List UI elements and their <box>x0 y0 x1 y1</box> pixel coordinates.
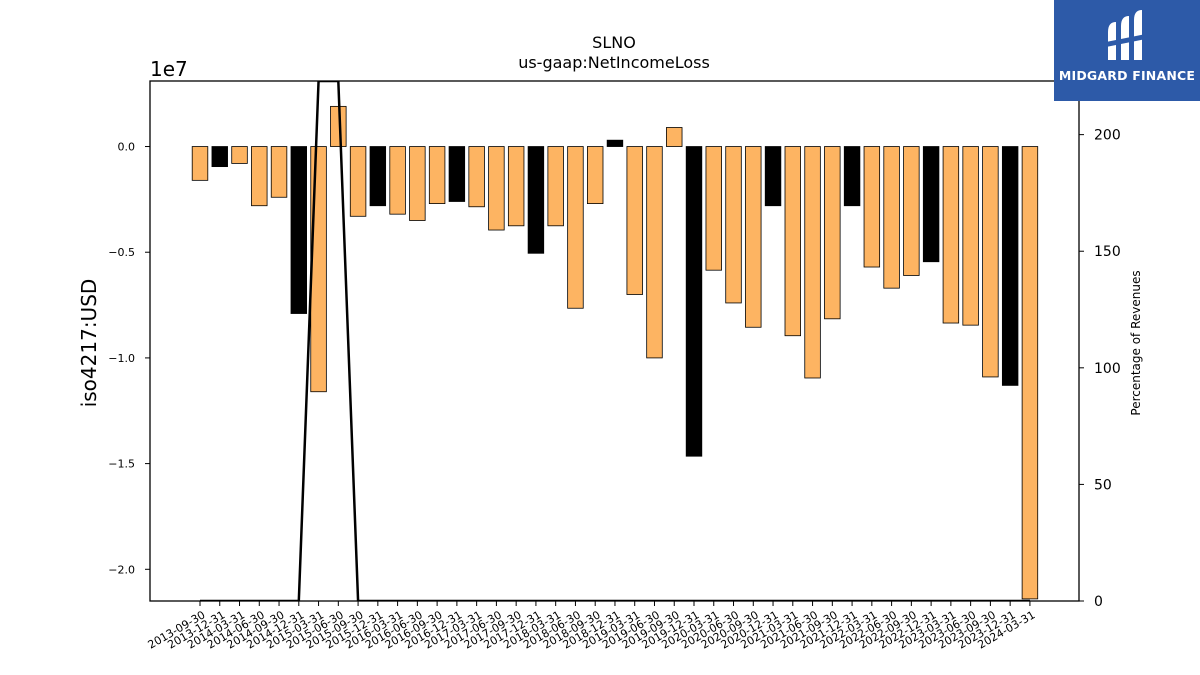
bar-2018-06-30 <box>567 146 584 309</box>
logo-mark-icon <box>1106 10 1146 60</box>
y2-axis-label: Percentage of Revenues <box>1129 270 1143 415</box>
bar-2020-12-31 <box>764 146 782 207</box>
y2-tick-label: 150 <box>1094 244 1121 260</box>
bar-2015-03-31 <box>310 146 327 393</box>
bar-2019-06-30 <box>646 146 663 359</box>
y2-tick-label: 0 <box>1094 594 1103 610</box>
bar-2022-06-30 <box>883 146 900 289</box>
bar-2018-12-31 <box>606 139 624 147</box>
y-tick-label: −1.0 <box>108 352 135 365</box>
bar-2021-12-31 <box>843 146 861 207</box>
bar-2023-03-31 <box>942 146 960 324</box>
bar-2015-12-31 <box>369 146 387 207</box>
bar-2023-06-30 <box>962 146 979 326</box>
bars-group <box>191 105 1039 600</box>
y-offset-label: 1e7 <box>150 57 188 81</box>
y-tick-label: 0.0 <box>118 141 136 154</box>
bar-2021-09-30 <box>824 146 841 320</box>
bar-2015-09-30 <box>349 146 367 217</box>
bar-2017-09-30 <box>507 146 525 227</box>
y2-tick-label: 100 <box>1094 361 1121 377</box>
bar-2019-03-31 <box>626 146 643 295</box>
bar-2019-09-30 <box>666 127 683 147</box>
y-axis-ticks: 0.0 −0.5 −1.0 −1.5 −2.0 <box>108 141 150 576</box>
bar-2019-12-31 <box>685 146 703 457</box>
y-axis-label: iso4217:USD <box>77 279 101 408</box>
bar-2017-06-30 <box>488 146 505 231</box>
bar-2022-12-31 <box>922 146 940 263</box>
y-tick-label: −2.0 <box>108 563 135 576</box>
bar-2020-03-31 <box>705 146 722 271</box>
bar-2016-12-31 <box>448 146 466 202</box>
y-tick-label: −1.5 <box>108 458 135 471</box>
brand-logo: MIDGARD FINANCE <box>1054 0 1200 101</box>
bar-2013-09-30 <box>191 146 209 181</box>
y-tick-label: −0.5 <box>108 246 135 259</box>
bar-2013-12-31 <box>211 146 228 168</box>
bar-2021-03-31 <box>784 146 802 337</box>
bar-2017-12-31 <box>527 146 545 254</box>
bar-2018-03-31 <box>547 146 564 227</box>
bar-2014-03-31 <box>231 146 248 164</box>
bar-2023-09-30 <box>982 146 999 378</box>
bar-2020-09-30 <box>745 146 762 328</box>
y2-tick-label: 50 <box>1094 477 1112 493</box>
bar-2018-09-30 <box>587 146 604 204</box>
bar-2020-06-30 <box>725 146 742 304</box>
bar-2016-09-30 <box>428 146 446 204</box>
bar-2014-09-30 <box>270 146 288 198</box>
chart-title: SLNO <box>592 33 636 52</box>
y2-tick-label: 200 <box>1094 128 1121 144</box>
logo-text: MIDGARD FINANCE <box>1058 68 1196 83</box>
x-axis-ticks: 2013-09-302013-12-312014-03-312014-06-30… <box>146 601 1037 652</box>
bar-2017-03-31 <box>468 146 485 208</box>
bar-2021-06-30 <box>804 146 821 379</box>
chart-subtitle: us-gaap:NetIncomeLoss <box>518 53 710 72</box>
bar-2022-03-31 <box>863 146 881 268</box>
bar-2023-12-31 <box>1001 146 1019 386</box>
bar-2016-06-30 <box>409 146 426 221</box>
bar-2024-03-31 <box>1021 146 1039 600</box>
bar-2014-12-31 <box>290 146 308 314</box>
bar-2022-09-30 <box>903 146 920 276</box>
y2-axis-ticks: 0 50 100 150 200 <box>1079 128 1121 610</box>
plot-frame <box>149 80 1080 602</box>
bar-2016-03-31 <box>389 146 406 215</box>
bar-2014-06-30 <box>251 146 268 207</box>
